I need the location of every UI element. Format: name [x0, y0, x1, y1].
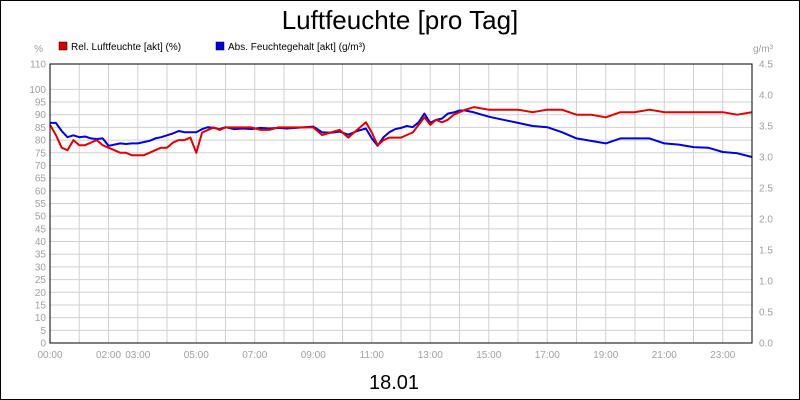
- series-line-rel-humidity: [49, 106, 753, 157]
- x-tick-label: 09:00: [301, 350, 326, 361]
- right-tick-label: 0.0: [759, 339, 773, 350]
- plot-border: [49, 63, 753, 344]
- series-layer: [49, 106, 753, 158]
- legend-swatch: [58, 41, 68, 51]
- left-tick-label: 85: [35, 123, 47, 134]
- x-tick-label: 02:00: [96, 350, 121, 361]
- left-tick-label: 20: [35, 288, 47, 299]
- left-tick-label: 10: [35, 313, 47, 324]
- right-tick-label: 2.5: [759, 184, 773, 195]
- grid-lines: [50, 63, 752, 344]
- left-tick-label: 110: [30, 60, 46, 71]
- series-line-abs-humidity: [50, 109, 753, 158]
- right-tick-label: 3.0: [759, 153, 773, 164]
- left-tick-label: 15: [35, 300, 47, 311]
- right-tick-label: 3.5: [759, 122, 773, 133]
- left-tick-label: 0: [40, 339, 46, 350]
- left-tick-label: 70: [35, 161, 47, 172]
- left-tick-label: 45: [35, 224, 47, 235]
- left-tick-label: 65: [35, 174, 47, 185]
- right-tick-label: 1.5: [759, 246, 773, 257]
- left-tick-label: 60: [35, 186, 47, 197]
- legend-label: Rel. Luftfeuchte [akt] (%): [71, 42, 181, 53]
- legend-swatch: [215, 41, 225, 51]
- left-tick-label: 90: [35, 110, 47, 121]
- right-tick-label: 0.5: [759, 308, 773, 319]
- left-tick-label: 55: [35, 199, 47, 210]
- legend: Rel. Luftfeuchte [akt] (%) Abs. Feuchtege…: [58, 41, 365, 53]
- right-tick-label: 1.0: [759, 277, 773, 288]
- left-tick-label: 40: [35, 237, 47, 248]
- left-axis-unit: %: [34, 44, 43, 55]
- right-axis-unit: g/m³: [753, 44, 774, 55]
- x-tick-label: 23:00: [710, 350, 735, 361]
- right-tick-label: 2.0: [759, 215, 773, 226]
- right-tick-label: 4.5: [759, 60, 773, 71]
- left-tick-label: 100: [29, 85, 46, 96]
- x-tick-label: 13:00: [418, 350, 443, 361]
- x-axis-ticks: 00:00 02:00 03:00 05:00 07:00 09:00 11:00 13:00…: [37, 350, 735, 361]
- left-tick-label: 50: [35, 212, 47, 223]
- date-label: 18.01: [369, 372, 419, 394]
- left-tick-label: 95: [35, 98, 47, 109]
- right-tick-label: 4.0: [759, 91, 773, 102]
- left-tick-label: 5: [40, 326, 46, 337]
- left-tick-label: 75: [35, 148, 47, 159]
- x-tick-label: 21:00: [652, 350, 677, 361]
- left-tick-label: 80: [35, 136, 47, 147]
- left-tick-label: 30: [35, 262, 47, 273]
- x-tick-label: 19:00: [593, 350, 618, 361]
- x-tick-label: 00:00: [37, 350, 62, 361]
- chart-title: Luftfeuchte [pro Tag]: [282, 5, 519, 35]
- right-axis-ticks: 0.0 0.5 1.0 1.5 2.0 2.5 3.0 3.5 4.0 4.5: [759, 60, 773, 350]
- left-tick-label: 25: [35, 275, 47, 286]
- x-tick-label: 07:00: [242, 350, 267, 361]
- x-tick-label: 17:00: [535, 350, 560, 361]
- x-tick-label: 05:00: [184, 350, 209, 361]
- x-tick-label: 03:00: [125, 350, 150, 361]
- x-tick-label: 11:00: [360, 350, 385, 361]
- legend-label: Abs. Feuchtegehalt [akt] (g/m³): [228, 42, 365, 53]
- x-tick-label: 15:00: [476, 350, 501, 361]
- left-tick-label: 35: [35, 250, 47, 261]
